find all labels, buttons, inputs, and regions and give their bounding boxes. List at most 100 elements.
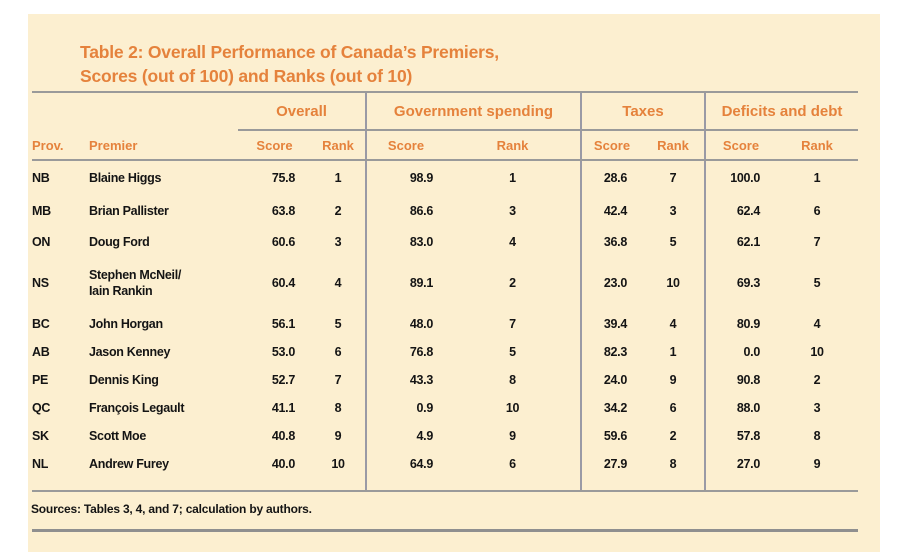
prov-cell: PE xyxy=(32,373,49,387)
overall-rank-cell: 8 xyxy=(334,401,342,415)
overall-score-cell: 40.8 xyxy=(271,429,295,443)
premier-cell: Brian Pallister xyxy=(89,195,238,227)
gov-spending-rank-cell: 10 xyxy=(505,401,520,415)
taxes-rank-cell: 8 xyxy=(669,457,677,471)
deficits-score-cell: 0.0 xyxy=(704,338,776,366)
group-header-row: Overall Government spending Taxes Defici… xyxy=(32,91,858,131)
taxes-rank-cell: 9 xyxy=(669,373,677,387)
premier-name-line1: Andrew Furey xyxy=(89,457,169,471)
taxes-rank-cell: 3 xyxy=(669,204,677,218)
deficits-score-cell: 90.8 xyxy=(704,366,776,394)
taxes-rank-cell: 1 xyxy=(669,345,677,359)
deficits-score-cell: 62.4 xyxy=(704,195,776,227)
premier-name-line1: Stephen McNeil/ xyxy=(89,268,182,282)
gov-spending-score-cell: 98.9 xyxy=(365,161,445,195)
deficits-score-cell: 69.3 xyxy=(704,256,776,310)
overall-score-cell: 60.4 xyxy=(271,276,295,290)
gov-spending-score-cell: 64.9 xyxy=(365,450,445,478)
col-header-gov-score: Score xyxy=(365,131,445,159)
table-row: QC François Legault 41.1 8 0.9 10 34.2 6… xyxy=(32,394,858,422)
premier-name-line1: François Legault xyxy=(89,401,185,415)
deficits-rank-cell: 9 xyxy=(813,457,821,471)
taxes-score-cell: 39.4 xyxy=(580,310,642,338)
prov-cell: NB xyxy=(32,171,50,185)
group-header-overall: Overall xyxy=(238,93,365,131)
gov-spending-score-cell: 89.1 xyxy=(365,256,445,310)
prov-cell: BC xyxy=(32,317,50,331)
group-header-taxes: Taxes xyxy=(580,93,704,131)
gov-spending-score-cell: 4.9 xyxy=(365,422,445,450)
gov-spending-rank-cell: 3 xyxy=(509,204,516,218)
taxes-rank-cell: 10 xyxy=(666,276,680,290)
premier-name-line1: Doug Ford xyxy=(89,234,150,249)
gov-spending-score-cell: 86.6 xyxy=(365,195,445,227)
deficits-rank-cell: 4 xyxy=(813,317,821,331)
premier-cell: Scott Moe xyxy=(89,422,238,450)
taxes-rank-cell: 4 xyxy=(669,317,677,331)
table-row: AB Jason Kenney 53.0 6 76.8 5 82.3 1 0.0… xyxy=(32,338,858,366)
corner-cell xyxy=(32,93,238,131)
deficits-rank-cell: 7 xyxy=(813,234,821,249)
taxes-score-cell: 82.3 xyxy=(580,338,642,366)
col-header-gov-rank: Rank xyxy=(496,137,529,153)
deficits-rank-cell: 8 xyxy=(813,429,821,443)
table-panel: Table 2: Overall Performance of Canada’s… xyxy=(28,14,880,552)
deficits-score-cell: 88.0 xyxy=(704,394,776,422)
panel-bottom-rule xyxy=(32,529,858,532)
deficits-score-cell: 62.1 xyxy=(704,227,776,256)
deficits-rank-cell: 3 xyxy=(813,401,821,415)
taxes-score-cell: 42.4 xyxy=(580,195,642,227)
premier-cell: Andrew Furey xyxy=(89,450,238,478)
overall-rank-cell: 2 xyxy=(334,204,342,218)
gov-spending-rank-cell: 2 xyxy=(509,276,516,290)
deficits-rank-cell: 1 xyxy=(813,171,821,185)
overall-score-cell: 41.1 xyxy=(271,401,295,415)
deficits-rank-cell: 5 xyxy=(813,276,821,290)
premier-cell: Jason Kenney xyxy=(89,338,238,366)
prov-cell: QC xyxy=(32,401,51,415)
deficits-score-cell: 100.0 xyxy=(704,161,776,195)
prov-cell: AB xyxy=(32,345,50,359)
gov-spending-rank-cell: 4 xyxy=(509,234,516,249)
gov-spending-score-cell: 0.9 xyxy=(365,394,445,422)
table-body: NB Blaine Higgs 75.8 1 98.9 1 28.6 7 100… xyxy=(32,161,858,478)
column-header-row: Prov. Premier Score Rank Score Rank Scor… xyxy=(32,131,858,161)
deficits-score-cell: 27.0 xyxy=(704,450,776,478)
premiers-table: Overall Government spending Taxes Defici… xyxy=(32,91,858,492)
deficits-score-cell: 57.8 xyxy=(704,422,776,450)
table-row: MB Brian Pallister 63.8 2 86.6 3 42.4 3 … xyxy=(32,195,858,227)
sources-note: Sources: Tables 3, 4, and 7; calculation… xyxy=(31,502,312,516)
taxes-score-cell: 23.0 xyxy=(580,256,642,310)
table-title-line1: Table 2: Overall Performance of Canada’s… xyxy=(80,42,499,62)
premier-name-line2: Iain Rankin xyxy=(89,284,153,298)
gov-spending-score-cell: 83.0 xyxy=(365,227,445,256)
premier-name-line1: Brian Pallister xyxy=(89,204,169,218)
overall-score-cell: 40.0 xyxy=(271,457,295,471)
overall-rank-cell: 7 xyxy=(334,373,342,387)
deficits-rank-cell: 6 xyxy=(813,204,821,218)
taxes-score-cell: 27.9 xyxy=(580,450,642,478)
premier-name-line1: Scott Moe xyxy=(89,429,147,443)
prov-cell: NL xyxy=(32,457,49,471)
overall-rank-cell: 5 xyxy=(334,317,342,331)
premier-cell: François Legault xyxy=(89,394,238,422)
prov-cell: NS xyxy=(32,276,49,290)
premier-cell: Stephen McNeil/ Iain Rankin xyxy=(89,256,238,310)
table-bottom-rule xyxy=(32,478,858,492)
col-header-overall-score: Score xyxy=(256,137,293,153)
overall-rank-cell: 4 xyxy=(334,276,342,290)
taxes-score-cell: 34.2 xyxy=(580,394,642,422)
table-row: NL Andrew Furey 40.0 10 64.9 6 27.9 8 27… xyxy=(32,450,858,478)
overall-score-cell: 53.0 xyxy=(271,345,295,359)
deficits-score-cell: 80.9 xyxy=(704,310,776,338)
taxes-score-cell: 59.6 xyxy=(580,422,642,450)
overall-score-cell: 63.8 xyxy=(271,204,295,218)
taxes-rank-cell: 5 xyxy=(669,234,677,249)
group-header-government-spending: Government spending xyxy=(365,93,580,131)
prov-cell: ON xyxy=(32,234,51,249)
premier-cell: Dennis King xyxy=(89,366,238,394)
taxes-rank-cell: 2 xyxy=(669,429,677,443)
col-header-tax-rank: Rank xyxy=(657,137,689,153)
gov-spending-score-cell: 48.0 xyxy=(365,310,445,338)
gov-spending-rank-cell: 5 xyxy=(509,345,516,359)
